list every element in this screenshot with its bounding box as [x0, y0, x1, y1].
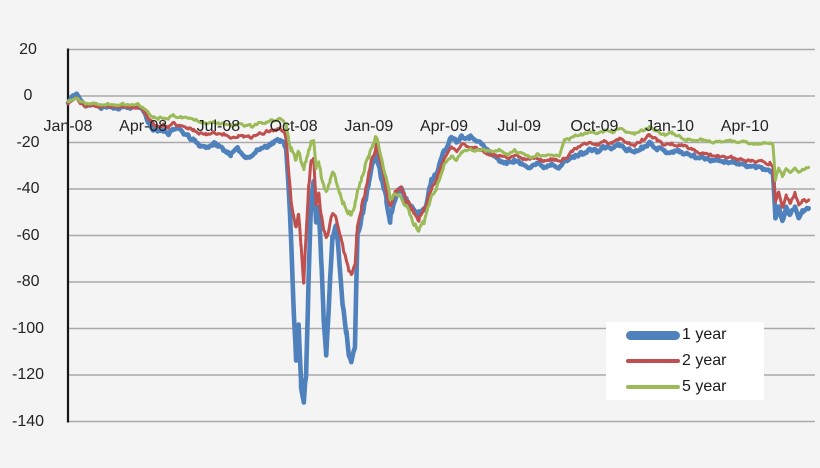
legend: 1 year 2 year 5 year	[606, 322, 764, 400]
legend-item-1-year: 1 year	[606, 324, 764, 346]
legend-label-1-year: 1 year	[682, 326, 727, 343]
legend-swatch-2-year-icon	[626, 359, 680, 363]
legend-label-2-year: 2 year	[682, 352, 727, 369]
legend-item-5-year: 5 year	[606, 376, 764, 398]
legend-swatch-5-year-icon	[626, 385, 680, 389]
legend-swatch-1-year-icon	[626, 330, 680, 340]
series-line-5-year	[66, 96, 811, 233]
legend-label-5-year: 5 year	[682, 378, 727, 395]
legend-item-2-year: 2 year	[606, 350, 764, 372]
series-line-2-year	[66, 96, 811, 285]
